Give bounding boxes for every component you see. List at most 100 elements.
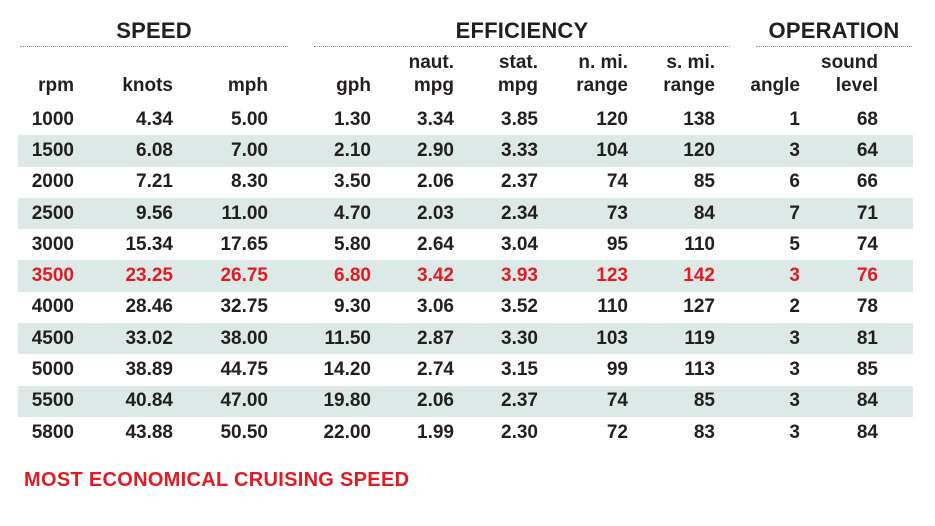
column-header-naut-mpg-line2: mpg bbox=[413, 75, 454, 96]
cell-mph: 50.50 bbox=[220, 421, 268, 443]
cell-sound-level: 76 bbox=[834, 260, 913, 292]
group-title-speed: SPEED bbox=[116, 18, 192, 43]
cell-angle: 3 bbox=[740, 385, 834, 417]
group-rule-operation bbox=[756, 46, 912, 47]
cell-angle: 6 bbox=[789, 171, 800, 193]
cell-n-mi-range: 99 bbox=[606, 359, 628, 381]
group-title-operation: OPERATION bbox=[768, 18, 900, 43]
cell-knots: 23.25 bbox=[98, 260, 198, 292]
cell-gph: 9.30 bbox=[334, 296, 371, 318]
cell-angle: 5 bbox=[789, 233, 800, 255]
table-row: 5000 38.89 44.75 14.20 2.74 3.15 99 113 3 85 bbox=[18, 354, 913, 385]
cell-sound-level: 84 bbox=[856, 421, 878, 443]
cell-knots: 7.21 bbox=[136, 171, 173, 193]
cell-sound-level: 64 bbox=[834, 135, 913, 167]
cell-knots: 40.84 bbox=[98, 385, 198, 417]
cell-n-mi-range: 72 bbox=[606, 421, 628, 443]
cell-sound-level: 78 bbox=[856, 296, 878, 318]
cell-s-mi-range: 85 bbox=[693, 171, 715, 193]
group-title-efficiency: EFFICIENCY bbox=[455, 18, 589, 43]
cell-stat-mpg: 3.33 bbox=[478, 135, 562, 167]
footnote-most-economical: MOST ECONOMICAL CRUISING SPEED bbox=[24, 469, 410, 491]
cell-sound-level: 85 bbox=[856, 359, 878, 381]
cell-gph: 22.00 bbox=[323, 421, 371, 443]
cell-gph: 19.80 bbox=[298, 385, 394, 417]
cell-s-mi-range: 138 bbox=[683, 108, 715, 130]
cell-stat-mpg: 3.93 bbox=[478, 260, 562, 292]
cell-naut-mpg: 2.64 bbox=[417, 233, 454, 255]
column-header-stat-mpg-line2: mpg bbox=[497, 75, 538, 96]
cell-rpm: 1500 bbox=[18, 135, 98, 167]
cell-rpm: 4000 bbox=[31, 296, 74, 318]
column-header-knots-line2: knots bbox=[122, 75, 173, 96]
cell-mph: 32.75 bbox=[220, 296, 268, 318]
cell-rpm: 5800 bbox=[31, 421, 74, 443]
cell-n-mi-range: 120 bbox=[596, 108, 628, 130]
cell-angle: 3 bbox=[789, 421, 800, 443]
cell-angle: 3 bbox=[740, 323, 834, 355]
cell-naut-mpg: 2.87 bbox=[394, 323, 478, 355]
cell-stat-mpg: 3.04 bbox=[501, 233, 538, 255]
cell-gph: 6.80 bbox=[298, 260, 394, 292]
cell-sound-level: 74 bbox=[856, 233, 878, 255]
cell-n-mi-range: 74 bbox=[606, 171, 628, 193]
column-header-sound-level-line2: level bbox=[835, 75, 878, 96]
cell-stat-mpg: 3.85 bbox=[501, 108, 538, 130]
cell-mph: 11.00 bbox=[198, 197, 298, 230]
cell-sound-level: 71 bbox=[834, 197, 913, 230]
column-header-angle-line2: angle bbox=[750, 75, 800, 96]
cell-angle: 3 bbox=[789, 359, 800, 381]
cell-stat-mpg: 3.52 bbox=[501, 296, 538, 318]
cell-s-mi-range: 85 bbox=[650, 385, 740, 417]
cell-rpm: 1000 bbox=[31, 108, 74, 130]
cell-n-mi-range: 103 bbox=[562, 323, 650, 355]
table-row: 3000 15.34 17.65 5.80 2.64 3.04 95 110 5 74 bbox=[18, 229, 913, 260]
cell-sound-level: 68 bbox=[856, 108, 878, 130]
cell-n-mi-range: 95 bbox=[606, 233, 628, 255]
cell-rpm: 4500 bbox=[18, 323, 98, 355]
cell-sound-level: 84 bbox=[834, 385, 913, 417]
column-header-s-mi-range-line1: s. mi. bbox=[666, 52, 715, 73]
group-rule-efficiency bbox=[314, 46, 730, 47]
cell-gph: 11.50 bbox=[298, 323, 394, 355]
cell-mph: 47.00 bbox=[198, 385, 298, 417]
cell-naut-mpg: 2.74 bbox=[417, 359, 454, 381]
cell-s-mi-range: 127 bbox=[683, 296, 715, 318]
column-header-stat-mpg-line1: stat. bbox=[498, 52, 538, 73]
cell-mph: 38.00 bbox=[198, 323, 298, 355]
cell-stat-mpg: 2.37 bbox=[501, 171, 538, 193]
cell-naut-mpg: 2.06 bbox=[394, 385, 478, 417]
cell-knots: 43.88 bbox=[125, 421, 173, 443]
cell-stat-mpg: 3.15 bbox=[501, 359, 538, 381]
table-row: 5500 40.84 47.00 19.80 2.06 2.37 74 85 3 84 bbox=[18, 385, 913, 417]
cell-n-mi-range: 74 bbox=[562, 385, 650, 417]
cell-gph: 14.20 bbox=[323, 359, 371, 381]
table-row: 5800 43.88 50.50 22.00 1.99 2.30 72 83 3 84 bbox=[18, 417, 913, 448]
cell-rpm: 2500 bbox=[18, 197, 98, 230]
cell-mph: 8.30 bbox=[231, 171, 268, 193]
performance-table: 1000 4.34 5.00 1.30 3.34 3.85 120 138 1 68 1500 6.0… bbox=[18, 104, 913, 448]
column-header-n-mi-range-line1: n. mi. bbox=[578, 52, 628, 73]
column-header-mph-line2: mph bbox=[227, 75, 268, 96]
cell-s-mi-range: 83 bbox=[693, 421, 715, 443]
cell-knots: 4.34 bbox=[136, 108, 173, 130]
column-header-sound-level-line1: sound bbox=[821, 52, 878, 73]
cell-naut-mpg: 3.42 bbox=[394, 260, 478, 292]
table-row: 3500 23.25 26.75 6.80 3.42 3.93 123 142 3 76 bbox=[18, 260, 913, 292]
column-header-n-mi-range-line2: range bbox=[576, 75, 628, 96]
cell-knots: 15.34 bbox=[125, 233, 173, 255]
cell-angle: 3 bbox=[740, 260, 834, 292]
cell-n-mi-range: 123 bbox=[562, 260, 650, 292]
cell-naut-mpg: 2.03 bbox=[394, 197, 478, 230]
cell-rpm: 3000 bbox=[31, 233, 74, 255]
cell-angle: 7 bbox=[740, 197, 834, 230]
table-row: 2500 9.56 11.00 4.70 2.03 2.34 73 84 7 71 bbox=[18, 197, 913, 230]
cell-knots: 28.46 bbox=[125, 296, 173, 318]
cell-sound-level: 81 bbox=[834, 323, 913, 355]
cell-s-mi-range: 119 bbox=[650, 323, 740, 355]
table-row: 1500 6.08 7.00 2.10 2.90 3.33 104 120 3 64 bbox=[18, 135, 913, 167]
cell-naut-mpg: 1.99 bbox=[417, 421, 454, 443]
cell-knots: 6.08 bbox=[98, 135, 198, 167]
cell-n-mi-range: 73 bbox=[562, 197, 650, 230]
column-header-gph-line2: gph bbox=[336, 75, 371, 96]
